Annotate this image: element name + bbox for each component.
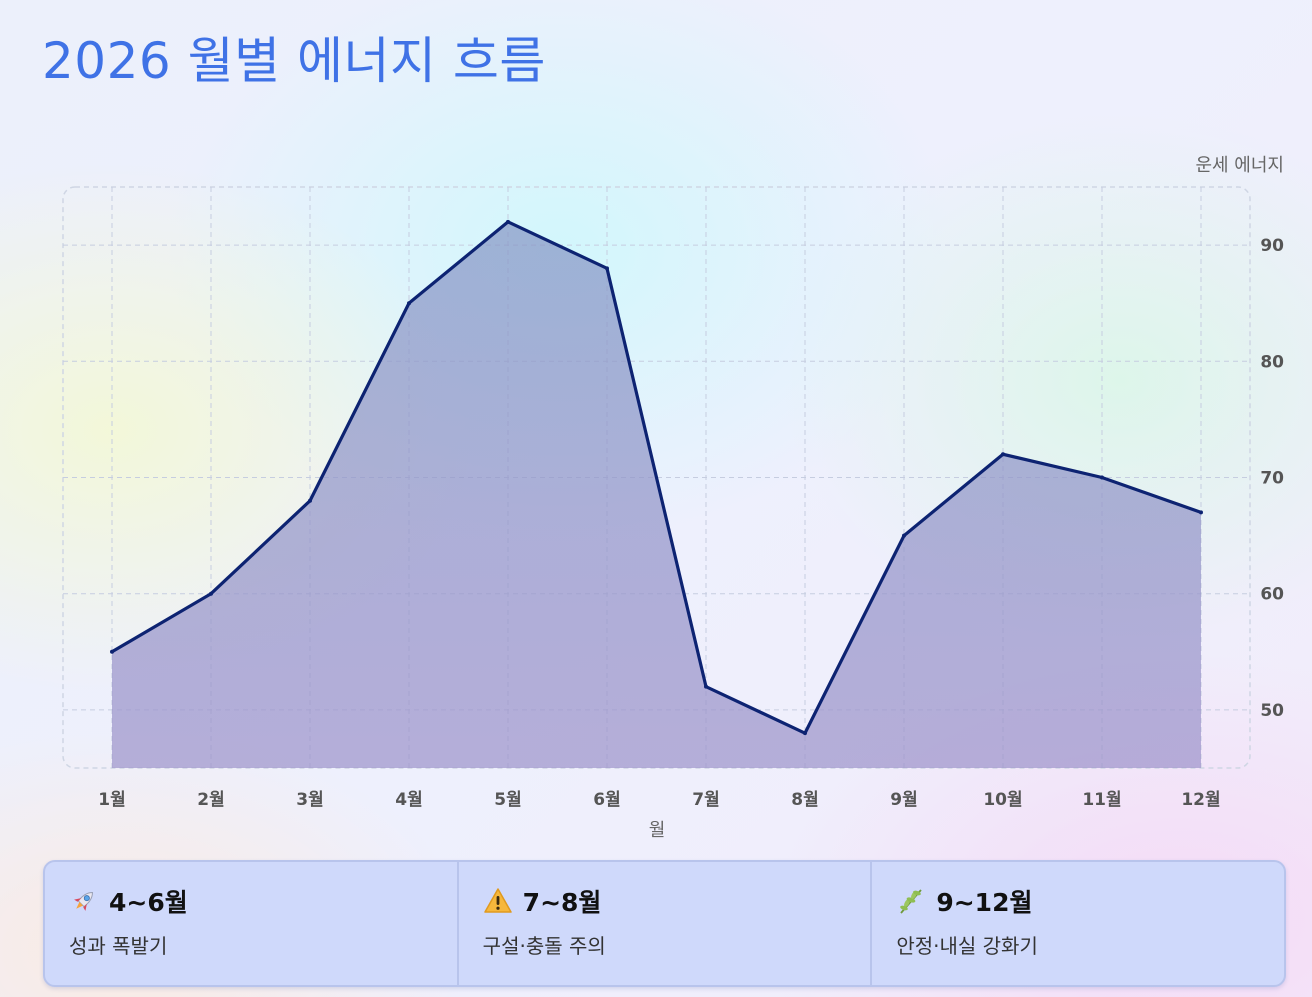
data-point <box>1199 510 1203 515</box>
data-point <box>308 498 312 503</box>
y-tick-label: 50 <box>1260 701 1284 721</box>
data-point <box>1001 452 1005 457</box>
x-tick-label: 5월 <box>494 790 521 810</box>
y-axis-label: 운세 에너지 <box>1195 155 1284 176</box>
x-tick-label: 4월 <box>395 790 422 810</box>
x-axis-ticks: 1월 2월 3월 4월 5월 6월 7월 8월 9월 10월 11월 12월 <box>98 790 1220 810</box>
period-card-stability: 9~12월 안정·내실 강화기 <box>870 862 1284 985</box>
x-tick-label: 2월 <box>197 790 224 810</box>
x-tick-label: 1월 <box>98 790 125 810</box>
series-line <box>111 219 1202 736</box>
period-cards: 4~6월 성과 폭발기 7~8월 구설·충돌 주의 9~12월 <box>43 860 1286 987</box>
data-point <box>110 649 114 654</box>
period-description: 구설·충돌 주의 <box>482 934 606 958</box>
data-points <box>110 219 1203 736</box>
warning-icon <box>483 888 512 913</box>
period-range: 4~6월 <box>109 888 188 917</box>
data-point <box>1100 475 1104 480</box>
period-card-caution: 7~8월 구설·충돌 주의 <box>456 862 871 985</box>
chart-title: 2026 월별 에너지 흐름 <box>42 32 546 90</box>
y-tick-label: 60 <box>1260 585 1284 605</box>
herb-icon <box>900 889 923 914</box>
x-tick-label: 7월 <box>692 790 719 810</box>
period-description: 성과 폭발기 <box>69 934 168 958</box>
x-tick-label: 6월 <box>593 790 620 810</box>
area-series <box>111 219 1202 769</box>
x-tick-label: 3월 <box>296 790 323 810</box>
y-tick-label: 80 <box>1260 352 1284 372</box>
data-point <box>407 301 411 306</box>
y-axis-ticks: 50 60 70 80 90 <box>1260 236 1284 721</box>
data-point <box>803 731 807 736</box>
data-point <box>704 684 708 689</box>
period-card-growth: 4~6월 성과 폭발기 <box>45 862 457 985</box>
energy-chart: 50 60 70 80 90 1월 2월 3월 4월 5월 6월 7월 8월 9월 10월 11월 12월 운… <box>62 155 1284 841</box>
rocket-icon <box>74 892 93 911</box>
data-point <box>902 533 906 538</box>
y-tick-label: 70 <box>1260 469 1284 489</box>
x-tick-label: 12월 <box>1181 790 1220 810</box>
period-description: 안정·내실 강화기 <box>896 934 1038 958</box>
x-tick-label: 11월 <box>1082 790 1121 810</box>
area-fill <box>112 221 1201 769</box>
data-point <box>605 266 609 271</box>
x-axis-label: 월 <box>649 820 666 841</box>
x-tick-label: 9월 <box>890 790 917 810</box>
period-range: 9~12월 <box>936 888 1033 917</box>
data-point <box>506 219 510 224</box>
data-point <box>209 591 213 596</box>
period-range: 7~8월 <box>522 888 602 917</box>
x-tick-label: 10월 <box>983 790 1022 810</box>
x-tick-label: 8월 <box>791 790 818 810</box>
y-tick-label: 90 <box>1260 236 1284 256</box>
